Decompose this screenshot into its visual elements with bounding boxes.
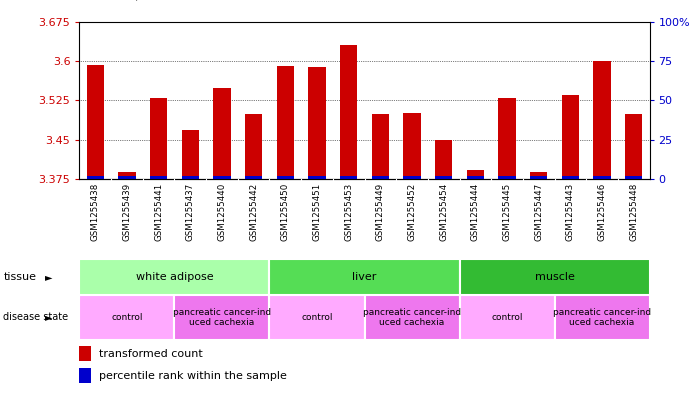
Bar bbox=[625, 176, 643, 179]
Text: GSM1255454: GSM1255454 bbox=[439, 183, 448, 241]
Bar bbox=[182, 130, 199, 179]
Text: GSM1255450: GSM1255450 bbox=[281, 183, 290, 241]
Bar bbox=[214, 88, 231, 179]
Bar bbox=[340, 176, 357, 179]
Bar bbox=[364, 295, 460, 340]
Text: GDS4899 / 10554745: GDS4899 / 10554745 bbox=[73, 0, 207, 2]
Bar bbox=[245, 176, 263, 179]
Text: GSM1255438: GSM1255438 bbox=[91, 183, 100, 241]
Bar bbox=[150, 176, 167, 179]
Bar bbox=[460, 259, 650, 295]
Bar bbox=[404, 113, 421, 179]
Text: GSM1255447: GSM1255447 bbox=[534, 183, 543, 241]
Bar bbox=[118, 172, 135, 179]
Text: GSM1255441: GSM1255441 bbox=[154, 183, 163, 241]
Bar bbox=[435, 140, 453, 179]
Bar bbox=[269, 259, 460, 295]
Bar bbox=[404, 176, 421, 179]
Text: tissue: tissue bbox=[3, 272, 37, 282]
Bar bbox=[79, 368, 91, 383]
Text: GSM1255442: GSM1255442 bbox=[249, 183, 258, 241]
Bar bbox=[466, 170, 484, 179]
Bar bbox=[182, 176, 199, 179]
Bar bbox=[86, 176, 104, 179]
Bar bbox=[269, 295, 364, 340]
Bar bbox=[150, 97, 167, 179]
Bar bbox=[214, 176, 231, 179]
Bar bbox=[79, 295, 174, 340]
Text: control: control bbox=[111, 313, 143, 322]
Bar bbox=[554, 295, 650, 340]
Text: pancreatic cancer-ind
uced cachexia: pancreatic cancer-ind uced cachexia bbox=[173, 308, 271, 327]
Text: GSM1255446: GSM1255446 bbox=[598, 183, 607, 241]
Bar bbox=[276, 176, 294, 179]
Text: GSM1255437: GSM1255437 bbox=[186, 183, 195, 241]
Text: GSM1255453: GSM1255453 bbox=[344, 183, 353, 241]
Bar bbox=[86, 65, 104, 179]
Bar bbox=[594, 176, 611, 179]
Text: muscle: muscle bbox=[535, 272, 574, 282]
Bar bbox=[498, 97, 515, 179]
Bar bbox=[276, 66, 294, 179]
Bar bbox=[625, 114, 643, 179]
Text: GSM1255452: GSM1255452 bbox=[408, 183, 417, 241]
Bar bbox=[460, 295, 554, 340]
Bar bbox=[79, 259, 269, 295]
Text: GSM1255444: GSM1255444 bbox=[471, 183, 480, 241]
Text: GSM1255443: GSM1255443 bbox=[566, 183, 575, 241]
Text: pancreatic cancer-ind
uced cachexia: pancreatic cancer-ind uced cachexia bbox=[553, 308, 651, 327]
Text: control: control bbox=[301, 313, 333, 322]
Bar bbox=[174, 295, 269, 340]
Bar bbox=[245, 114, 263, 179]
Text: control: control bbox=[491, 313, 523, 322]
Text: disease state: disease state bbox=[3, 312, 68, 322]
Bar bbox=[466, 176, 484, 179]
Text: liver: liver bbox=[352, 272, 377, 282]
Text: GSM1255448: GSM1255448 bbox=[630, 183, 638, 241]
Bar bbox=[594, 61, 611, 179]
Bar bbox=[79, 346, 91, 362]
Bar bbox=[435, 176, 453, 179]
Text: ►: ► bbox=[45, 312, 53, 322]
Text: GSM1255449: GSM1255449 bbox=[376, 183, 385, 241]
Bar bbox=[530, 172, 547, 179]
Text: GSM1255451: GSM1255451 bbox=[312, 183, 321, 241]
Bar bbox=[562, 95, 579, 179]
Text: transformed count: transformed count bbox=[100, 349, 203, 359]
Bar bbox=[498, 176, 515, 179]
Bar bbox=[372, 176, 389, 179]
Text: ►: ► bbox=[45, 272, 53, 282]
Bar bbox=[118, 176, 135, 179]
Bar bbox=[530, 176, 547, 179]
Bar bbox=[372, 114, 389, 179]
Text: percentile rank within the sample: percentile rank within the sample bbox=[100, 371, 287, 381]
Bar bbox=[340, 45, 357, 179]
Text: white adipose: white adipose bbox=[135, 272, 214, 282]
Bar bbox=[308, 176, 325, 179]
Bar bbox=[308, 67, 325, 179]
Text: GSM1255439: GSM1255439 bbox=[122, 183, 131, 241]
Bar bbox=[562, 176, 579, 179]
Text: GSM1255445: GSM1255445 bbox=[502, 183, 511, 241]
Text: pancreatic cancer-ind
uced cachexia: pancreatic cancer-ind uced cachexia bbox=[363, 308, 461, 327]
Text: GSM1255440: GSM1255440 bbox=[218, 183, 227, 241]
